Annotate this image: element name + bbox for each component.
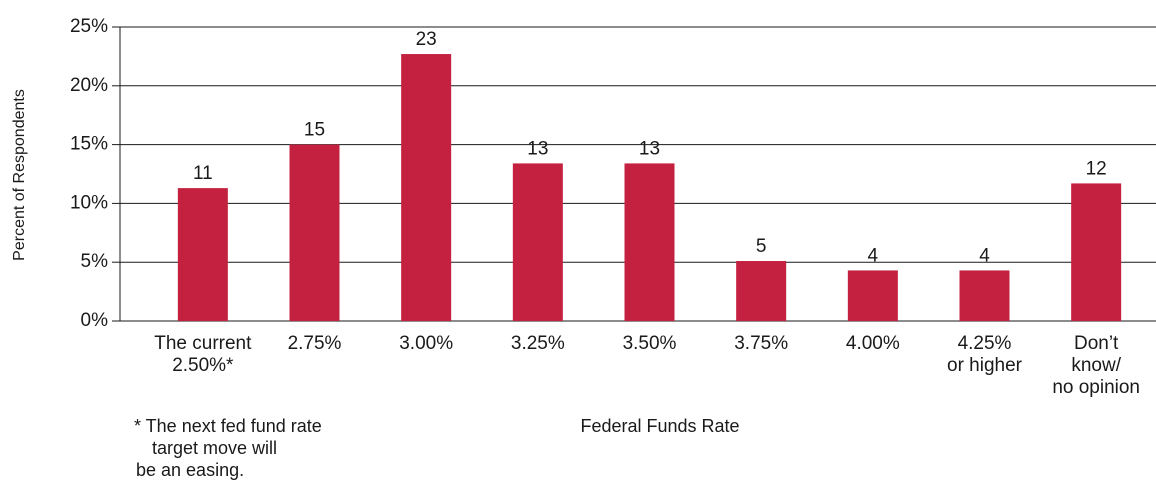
footnote: * The next fed fund rate	[134, 416, 322, 436]
x-tick-label: 3.75%	[734, 333, 788, 354]
bar	[1071, 183, 1122, 321]
y-tick-label: 20%	[70, 75, 108, 96]
bar	[959, 270, 1010, 321]
y-tick-label: 25%	[70, 16, 108, 37]
x-tick-label: no opinion	[1052, 377, 1140, 398]
value-label: 5	[756, 236, 767, 257]
x-tick-label: 3.25%	[511, 333, 565, 354]
x-tick-label: Don’t	[1074, 333, 1119, 354]
value-label: 23	[416, 29, 437, 50]
value-label: 13	[639, 138, 660, 159]
x-tick-label: 2.50%*	[172, 355, 234, 376]
bar	[736, 261, 787, 321]
value-label: 4	[868, 245, 879, 266]
x-tick-label: or higher	[947, 355, 1023, 376]
footnote: be an easing.	[136, 460, 244, 480]
bar	[624, 163, 675, 321]
x-axis-label: Federal Funds Rate	[580, 416, 739, 436]
bar	[512, 163, 563, 321]
y-tick-label: 5%	[81, 251, 109, 272]
x-tick-label: 2.75%	[288, 333, 342, 354]
value-label: 13	[527, 138, 548, 159]
y-tick-label: 10%	[70, 192, 108, 213]
y-tick-label: 0%	[81, 310, 109, 331]
x-tick-label: 4.25%	[958, 333, 1012, 354]
x-tick-label: know/	[1071, 355, 1121, 376]
footnote: target move will	[152, 438, 277, 458]
x-tick-label: 3.50%	[623, 333, 677, 354]
x-tick-label: 3.00%	[399, 333, 453, 354]
value-label: 11	[193, 163, 213, 184]
value-label: 12	[1086, 158, 1107, 179]
y-tick-label: 15%	[70, 134, 108, 155]
x-tick-label: 4.00%	[846, 333, 900, 354]
x-tick-label: The current	[154, 333, 252, 354]
value-label: 15	[304, 120, 325, 141]
y-axis-label: Percent of Respondents	[11, 89, 28, 261]
value-label: 4	[979, 245, 990, 266]
bar	[289, 144, 340, 321]
bar	[177, 188, 228, 321]
bar	[847, 270, 898, 321]
bar	[401, 54, 452, 321]
